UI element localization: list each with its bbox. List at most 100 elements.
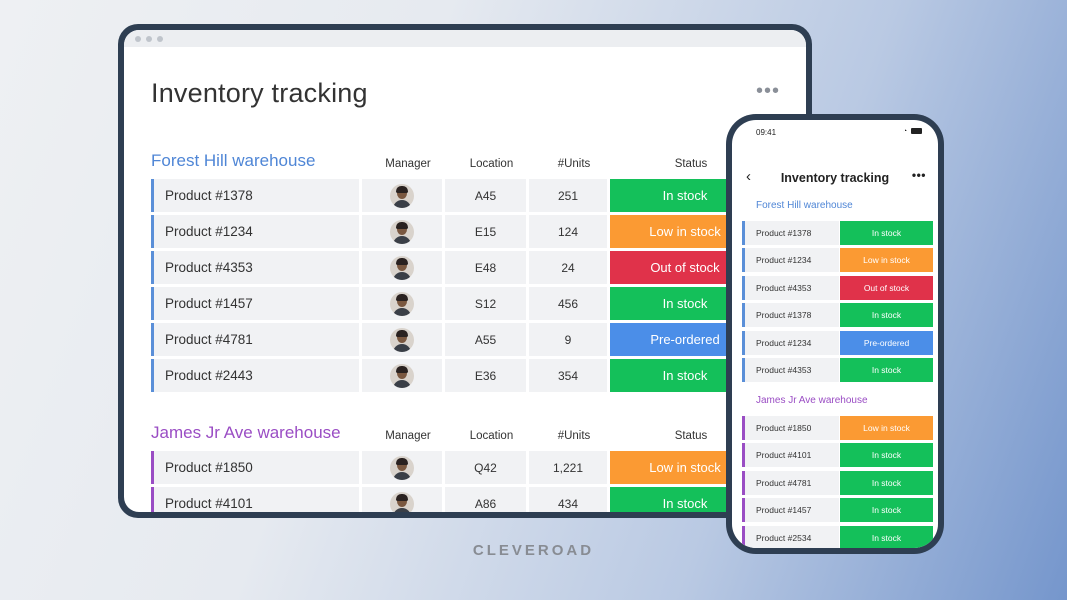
- avatar[interactable]: [390, 327, 414, 352]
- phone-list-item[interactable]: Product #4101 In stock: [742, 443, 933, 467]
- location-cell: A55: [445, 323, 526, 356]
- phone-device: 09:41 ◔ ‹ Inventory tracking ••• Forest …: [726, 114, 944, 554]
- column-header-manager: Manager: [385, 430, 431, 442]
- product-name[interactable]: Product #4353: [151, 251, 359, 284]
- phone-product-name[interactable]: Product #2534: [742, 526, 839, 548]
- back-arrow-icon[interactable]: ‹: [746, 168, 751, 185]
- phone-status-badge[interactable]: Low in stock: [840, 416, 933, 440]
- table-row[interactable]: Product #1234 E15 124 Low in stock: [151, 215, 760, 248]
- phone-list-item[interactable]: Product #2534 In stock: [742, 526, 933, 548]
- product-name[interactable]: Product #4781: [151, 323, 359, 356]
- table-row[interactable]: Product #1457 S12 456 In stock: [151, 287, 760, 320]
- table-row[interactable]: Product #4101 A86 434 In stock: [151, 487, 760, 512]
- location-cell: A45: [445, 179, 526, 212]
- phone-status-badge[interactable]: In stock: [840, 221, 933, 245]
- phone-status-badge[interactable]: In stock: [840, 303, 933, 327]
- units-cell: 434: [529, 487, 607, 512]
- manager-cell: [362, 287, 442, 320]
- column-header-manager: Manager: [385, 158, 431, 170]
- column-header-units: #Units: [557, 430, 591, 442]
- units-cell: 9: [529, 323, 607, 356]
- manager-cell: [362, 487, 442, 512]
- avatar[interactable]: [390, 491, 414, 512]
- battery-icon: [911, 128, 922, 135]
- phone-status-badge[interactable]: Pre-ordered: [840, 331, 933, 355]
- column-header-location: Location: [469, 158, 514, 170]
- phone-list-item[interactable]: Product #1378 In stock: [742, 221, 933, 245]
- avatar[interactable]: [390, 255, 414, 280]
- column-header-status: Status: [674, 158, 708, 170]
- phone-product-name[interactable]: Product #4353: [742, 276, 839, 300]
- phone-status-badge[interactable]: Low in stock: [840, 248, 933, 272]
- avatar[interactable]: [390, 183, 414, 208]
- phone-list-item[interactable]: Product #4781 In stock: [742, 471, 933, 495]
- manager-cell: [362, 323, 442, 356]
- phone-list-item[interactable]: Product #1457 In stock: [742, 498, 933, 522]
- brand-logo: CLEVEROAD: [472, 542, 595, 559]
- table-row[interactable]: Product #2443 E36 354 In stock: [151, 359, 760, 392]
- product-name[interactable]: Product #1378: [151, 179, 359, 212]
- product-name[interactable]: Product #2443: [151, 359, 359, 392]
- phone-product-name[interactable]: Product #4781: [742, 471, 839, 495]
- phone-list-item[interactable]: Product #1378 In stock: [742, 303, 933, 327]
- phone-product-name[interactable]: Product #1850: [742, 416, 839, 440]
- manager-cell: [362, 215, 442, 248]
- window-maximize-dot[interactable]: [157, 35, 163, 42]
- table-row[interactable]: Product #4781 A55 9 Pre-ordered: [151, 323, 760, 356]
- status-bar-time: 09:41: [756, 128, 777, 137]
- phone-product-name[interactable]: Product #1457: [742, 498, 839, 522]
- phone-product-name[interactable]: Product #1378: [742, 303, 839, 327]
- wifi-icon: ◔: [902, 128, 908, 135]
- product-name[interactable]: Product #1457: [151, 287, 359, 320]
- column-header-status: Status: [674, 430, 708, 442]
- phone-section-title-james-jr: James Jr Ave warehouse: [756, 395, 868, 406]
- phone-product-name[interactable]: Product #1234: [742, 331, 839, 355]
- phone-more-options-icon[interactable]: •••: [911, 168, 926, 182]
- location-cell: S12: [445, 287, 526, 320]
- section-title-james-jr: James Jr Ave warehouse: [151, 423, 341, 442]
- manager-cell: [362, 359, 442, 392]
- page-title: Inventory tracking: [151, 78, 368, 108]
- phone-page-title: Inventory tracking: [780, 171, 890, 185]
- desktop-screen: Inventory tracking ••• Forest Hill wareh…: [124, 30, 806, 512]
- units-cell: 251: [529, 179, 607, 212]
- units-cell: 124: [529, 215, 607, 248]
- phone-list-item[interactable]: Product #1850 Low in stock: [742, 416, 933, 440]
- avatar[interactable]: [390, 363, 414, 388]
- location-cell: Q42: [445, 451, 526, 484]
- phone-status-badge[interactable]: In stock: [840, 526, 933, 548]
- table-row[interactable]: Product #1378 A45 251 In stock: [151, 179, 760, 212]
- avatar[interactable]: [390, 291, 414, 316]
- product-name[interactable]: Product #1850: [151, 451, 359, 484]
- product-name[interactable]: Product #4101: [151, 487, 359, 512]
- phone-status-badge[interactable]: In stock: [840, 443, 933, 467]
- phone-product-name[interactable]: Product #4101: [742, 443, 839, 467]
- avatar[interactable]: [390, 219, 414, 244]
- avatar[interactable]: [390, 455, 414, 480]
- location-cell: A86: [445, 487, 526, 512]
- phone-status-badge[interactable]: In stock: [840, 498, 933, 522]
- phone-status-badge[interactable]: In stock: [840, 471, 933, 495]
- phone-list-item[interactable]: Product #4353 In stock: [742, 358, 933, 382]
- window-close-dot[interactable]: [135, 35, 141, 42]
- table-row[interactable]: Product #1850 Q42 1,221 Low in stock: [151, 451, 760, 484]
- section-title-forest-hill: Forest Hill warehouse: [151, 151, 316, 170]
- location-cell: E36: [445, 359, 526, 392]
- table-row[interactable]: Product #4353 E48 24 Out of stock: [151, 251, 760, 284]
- phone-product-name[interactable]: Product #4353: [742, 358, 839, 382]
- phone-list-item[interactable]: Product #4353 Out of stock: [742, 276, 933, 300]
- phone-list-item[interactable]: Product #1234 Pre-ordered: [742, 331, 933, 355]
- location-cell: E48: [445, 251, 526, 284]
- phone-list-item[interactable]: Product #1234 Low in stock: [742, 248, 933, 272]
- phone-section-title-forest-hill: Forest Hill warehouse: [756, 200, 853, 211]
- window-minimize-dot[interactable]: [146, 35, 152, 42]
- phone-status-badge[interactable]: In stock: [840, 358, 933, 382]
- product-name[interactable]: Product #1234: [151, 215, 359, 248]
- phone-status-badge[interactable]: Out of stock: [840, 276, 933, 300]
- more-options-icon[interactable]: •••: [755, 80, 780, 102]
- phone-product-name[interactable]: Product #1378: [742, 221, 839, 245]
- manager-cell: [362, 251, 442, 284]
- phone-product-name[interactable]: Product #1234: [742, 248, 839, 272]
- location-cell: E15: [445, 215, 526, 248]
- column-header-units: #Units: [557, 158, 591, 170]
